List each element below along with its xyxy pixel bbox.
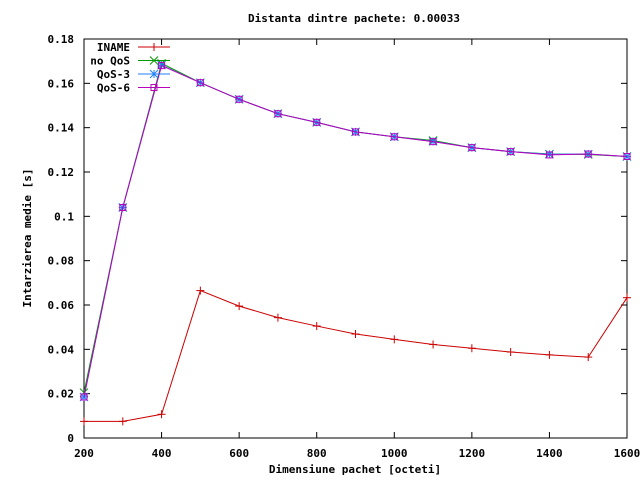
data-point — [235, 95, 243, 103]
x-axis-label: Dimensiune pachet [octeti] — [269, 463, 441, 476]
data-point — [196, 79, 204, 87]
data-point — [506, 347, 515, 356]
plot-frame — [83, 38, 628, 439]
series-iname — [80, 286, 631, 426]
y-tick-label: 0.02 — [48, 388, 75, 401]
data-point — [312, 322, 321, 331]
x-tick-label: 1200 — [459, 447, 486, 460]
legend-item: QoS-3 — [97, 68, 170, 81]
legend-label: QoS-6 — [97, 82, 130, 95]
data-point — [623, 293, 631, 302]
series-line — [83, 64, 628, 398]
data-point — [352, 128, 359, 136]
data-point — [313, 118, 321, 126]
legend-item: no QoS — [90, 55, 170, 68]
series-qos-6 — [80, 62, 631, 401]
data-point — [545, 350, 554, 359]
legend-marker — [149, 69, 159, 79]
data-point — [429, 340, 438, 349]
series-line — [84, 289, 628, 422]
y-tick-label: 0.04 — [48, 343, 75, 356]
data-point — [623, 152, 631, 160]
data-point — [351, 330, 360, 339]
data-point — [80, 417, 88, 426]
legend-marker — [149, 56, 159, 65]
x-tick-label: 1400 — [536, 447, 563, 460]
legend-item: INAME — [97, 41, 170, 54]
y-tick-label: 0.14 — [48, 122, 75, 135]
y-axis-label: Intarzierea medie [s] — [21, 168, 34, 307]
data-point — [429, 138, 437, 146]
data-point — [273, 313, 282, 322]
data-point — [157, 410, 166, 419]
x-tick-label: 800 — [307, 447, 327, 460]
x-tick-label: 400 — [152, 447, 172, 460]
data-point — [545, 151, 553, 159]
y-tick-label: 0.08 — [48, 255, 75, 268]
data-point — [80, 393, 88, 401]
legend-label: QoS-3 — [97, 68, 130, 81]
data-point — [507, 148, 515, 156]
data-point — [235, 302, 244, 311]
series-no-qos — [79, 59, 632, 397]
data-point — [274, 110, 282, 118]
data-point — [468, 144, 476, 152]
data-point — [467, 344, 476, 353]
series-line — [83, 62, 628, 393]
legend-marker — [150, 84, 158, 91]
data-point — [584, 150, 592, 158]
x-tick-label: 600 — [229, 447, 249, 460]
series-line — [83, 64, 628, 398]
legend-label: INAME — [97, 41, 130, 54]
legend-marker — [150, 43, 158, 51]
chart-title: Distanta dintre pachete: 0.00033 — [248, 12, 460, 25]
y-tick-label: 0.16 — [48, 77, 75, 90]
y-tick-label: 0.06 — [48, 299, 75, 312]
y-tick-label: 0.1 — [54, 210, 74, 223]
legend-label: no QoS — [90, 55, 130, 68]
x-tick-label: 1600 — [614, 447, 640, 460]
series-qos-3 — [79, 60, 632, 402]
data-point — [390, 133, 398, 141]
x-tick-label: 200 — [74, 447, 94, 460]
data-point — [390, 335, 399, 344]
y-tick-label: 0.12 — [48, 166, 75, 179]
data-point — [158, 62, 166, 70]
y-tick-label: 0.18 — [48, 33, 75, 46]
data-point — [119, 203, 127, 211]
data-point — [584, 353, 593, 362]
y-tick-label: 0 — [67, 432, 74, 445]
legend-item: QoS-6 — [97, 82, 170, 95]
data-point — [196, 286, 205, 295]
data-point — [118, 417, 127, 426]
x-tick-label: 1000 — [381, 447, 408, 460]
